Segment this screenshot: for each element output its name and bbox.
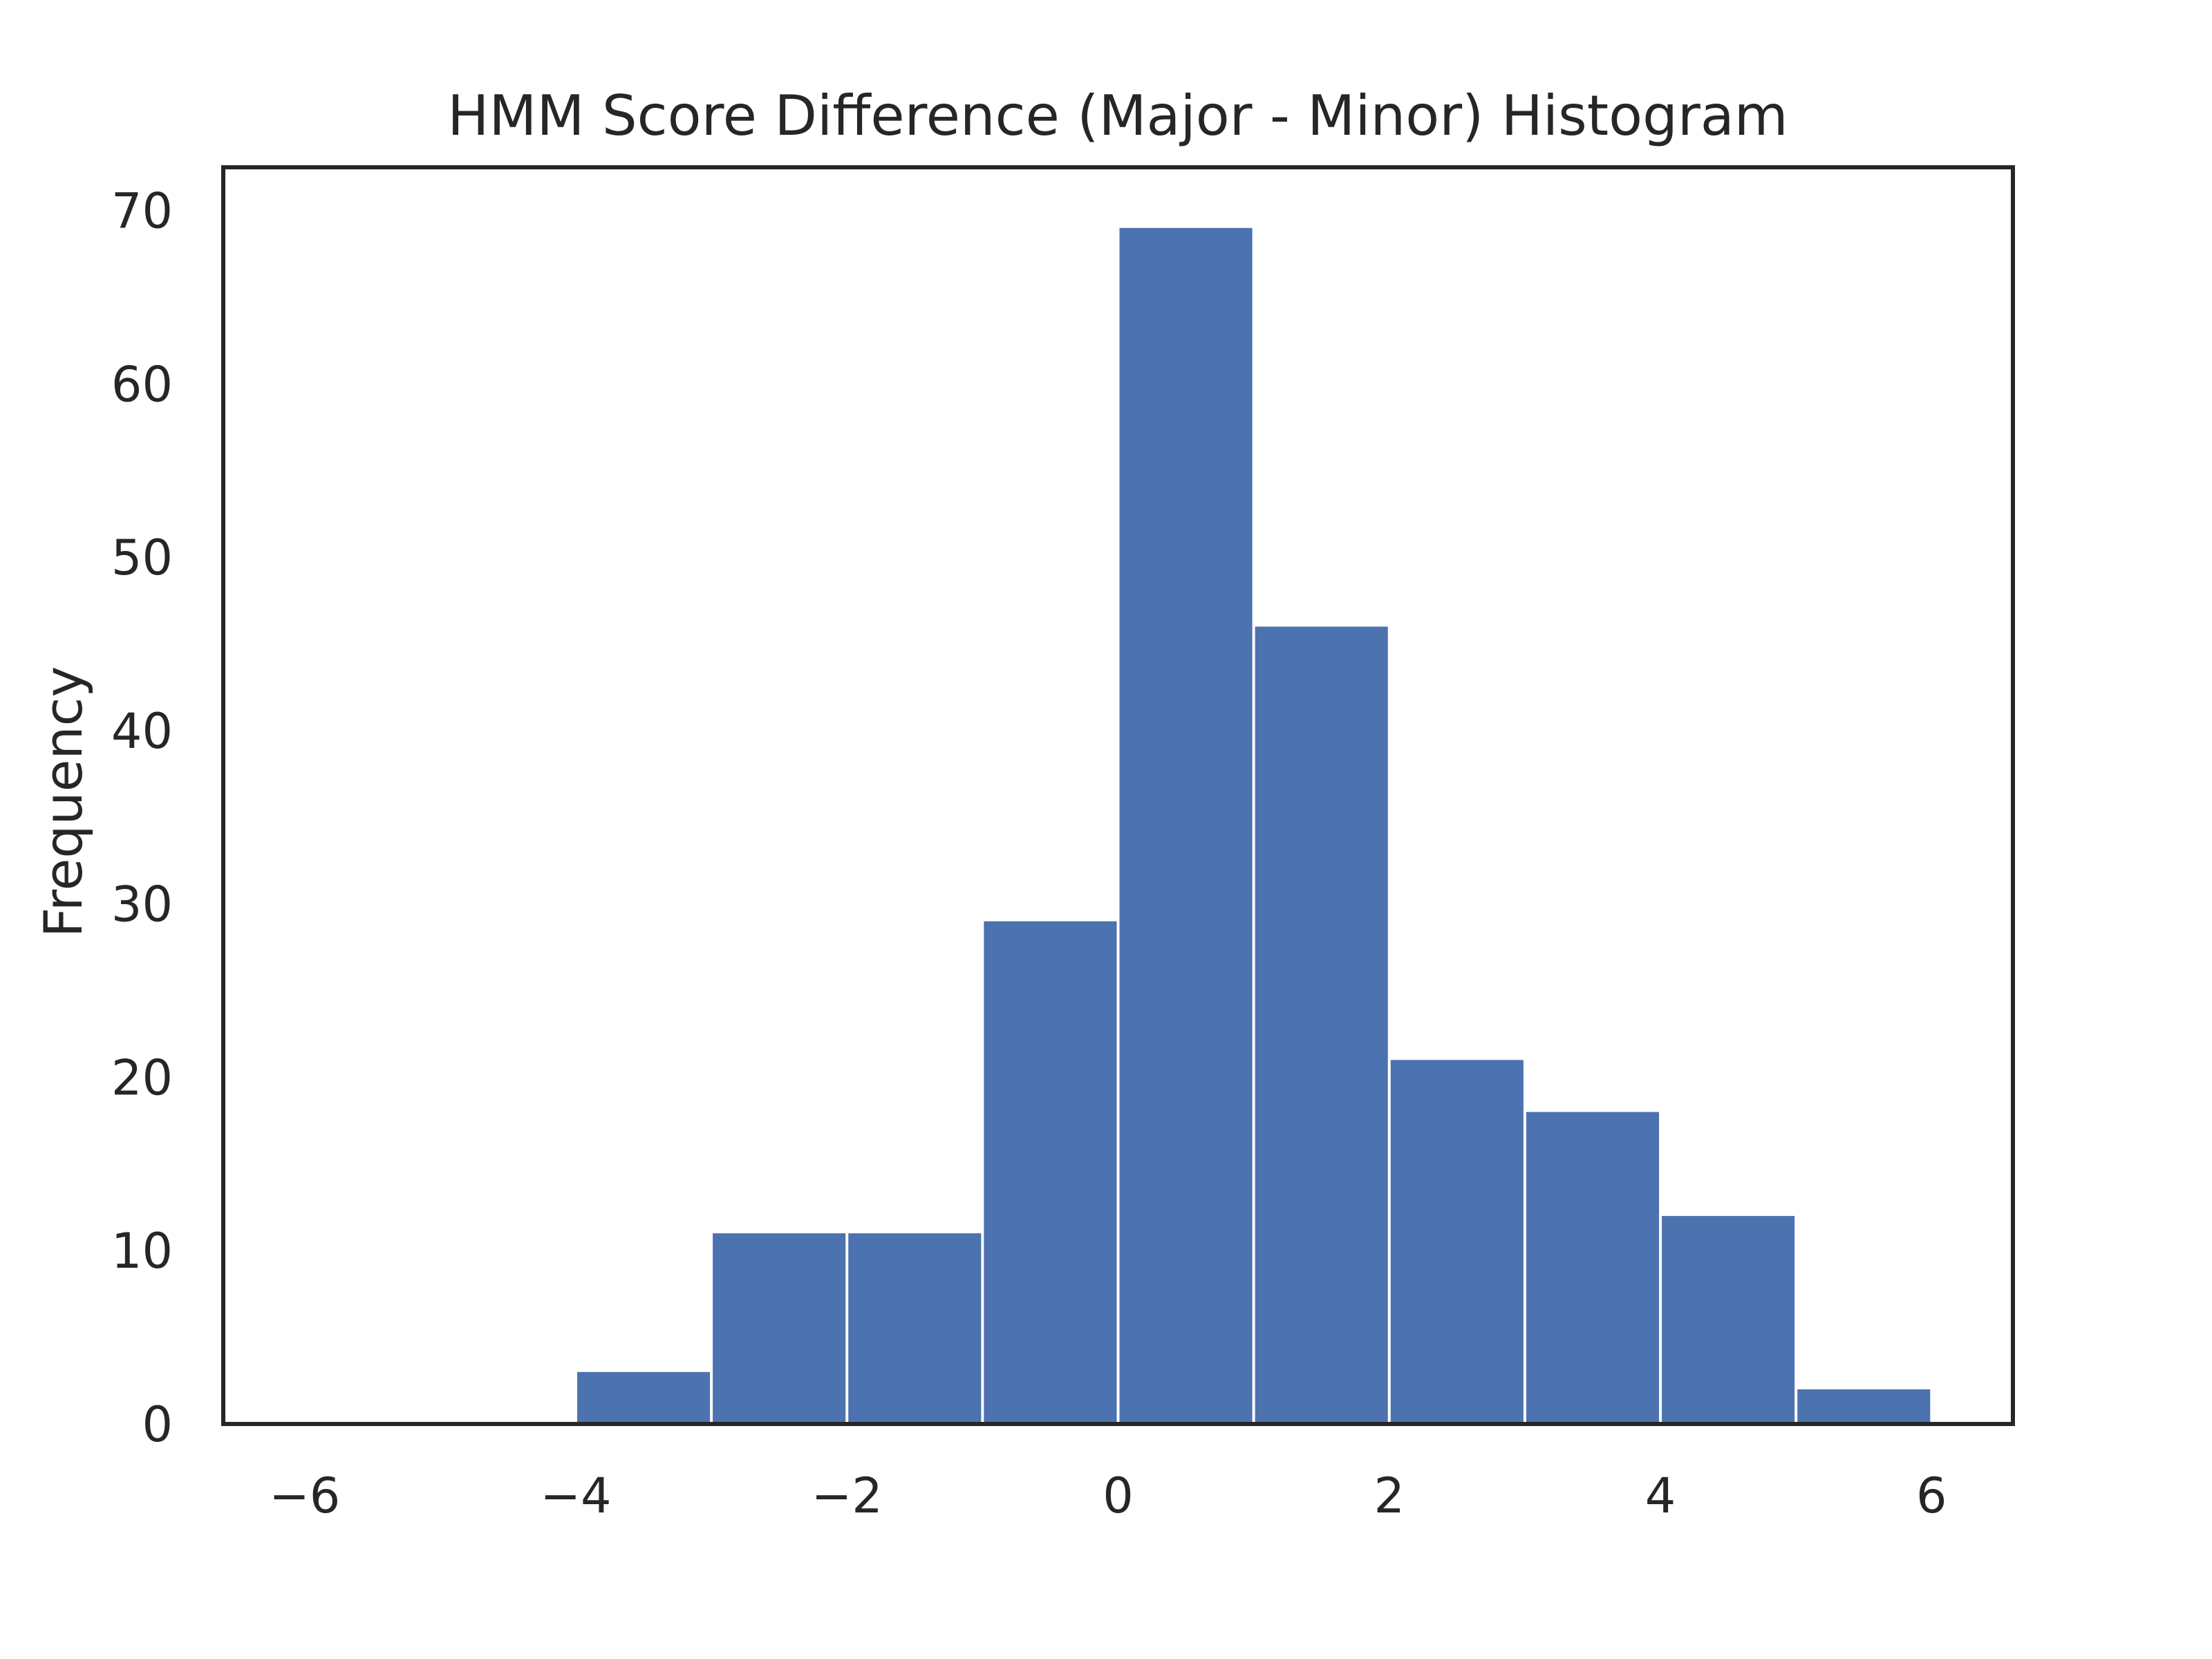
y-tick-label: 50 (111, 529, 173, 586)
histogram-bar (1119, 227, 1253, 1424)
histogram-bar (1255, 626, 1388, 1425)
y-tick-label: 20 (111, 1049, 173, 1106)
histogram-bar (713, 1233, 846, 1424)
y-tick-label: 60 (111, 356, 173, 413)
y-axis-ticks: 0 10 20 30 40 50 60 70 (111, 183, 173, 1453)
histogram-bars (577, 227, 1931, 1425)
chart-title: HMM Score Difference (Major - Minor) His… (447, 84, 1788, 148)
plot-frame (221, 165, 2015, 1426)
y-tick-label: 40 (111, 703, 173, 760)
x-tick-label: 2 (1374, 1468, 1405, 1524)
x-tick-label: −4 (540, 1468, 611, 1524)
x-axis-ticks: −6 −4 −2 0 2 4 6 (269, 1468, 1947, 1524)
y-tick-label: 30 (111, 877, 173, 933)
y-tick-label: 10 (111, 1223, 173, 1280)
y-tick-label: 70 (111, 183, 173, 240)
histogram-bar (984, 921, 1117, 1424)
histogram-bar (1797, 1389, 1931, 1424)
histogram-bar (1662, 1216, 1795, 1424)
x-tick-label: −6 (269, 1468, 340, 1524)
y-tick-label: 0 (142, 1396, 173, 1453)
x-tick-label: 6 (1916, 1468, 1947, 1524)
histogram-bar (848, 1233, 982, 1424)
x-tick-label: 0 (1103, 1468, 1134, 1524)
x-tick-label: −2 (812, 1468, 883, 1524)
histogram-bar (577, 1371, 711, 1424)
x-tick-label: 4 (1645, 1468, 1676, 1524)
histogram-bar (1526, 1112, 1660, 1424)
histogram-bar (1390, 1060, 1524, 1424)
y-axis-label: Frequency (32, 666, 94, 938)
